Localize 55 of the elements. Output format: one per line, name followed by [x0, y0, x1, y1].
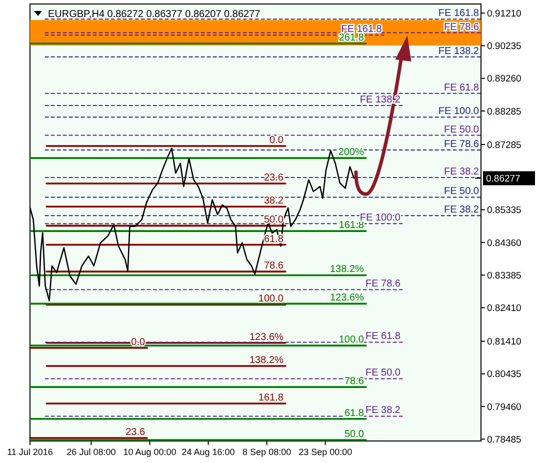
y-tick-label: 0.85335	[487, 205, 522, 216]
annotation: 78.6	[264, 260, 284, 272]
y-tick-label: 0.80435	[487, 369, 522, 380]
y-tick-label: 0.88285	[487, 106, 522, 118]
y-tick-label: 0.91210	[487, 8, 522, 20]
annotation: 50.0	[264, 214, 284, 226]
annotation: FE 50.0	[444, 124, 480, 136]
x-tick-label: 11 Jul 2016	[7, 447, 53, 457]
x-tick-label: 23 Sep 00:00	[298, 447, 352, 457]
y-tick-label: 0.79460	[487, 402, 522, 413]
annotation: FE 38.2	[365, 405, 401, 416]
y-tick-label: 0.82410	[487, 303, 522, 314]
annotation: 100.0	[258, 294, 284, 305]
annotation: 200%	[338, 147, 364, 158]
annotation: 161.8	[338, 220, 364, 232]
annotation: FE 50.0	[365, 368, 401, 379]
annotation: 123.6%	[250, 332, 284, 343]
y-tick-label: 0.81410	[487, 336, 522, 348]
annotation: 38.2	[264, 196, 284, 207]
annotation: FE 138.2	[438, 46, 480, 57]
text: EURGBP,H4 0.86272 0.86377 0.86207 0.86277	[48, 9, 261, 20]
annotation: 0.0	[131, 336, 146, 348]
annotation: 0.0	[270, 134, 284, 146]
y-tick-label: 0.83385	[487, 270, 522, 282]
y-tick-label: 0.78485	[487, 434, 522, 446]
annotation: FE 50.0	[444, 186, 480, 198]
annotation: FE 38.2	[444, 204, 480, 216]
y-tick-label: 0.84360	[487, 238, 522, 249]
x-tick-label: 10 Aug 00:00	[123, 447, 176, 457]
annotation: 23.6	[126, 426, 146, 438]
annotation: 123.6%	[330, 292, 364, 304]
annotation: 138.2%	[330, 264, 364, 276]
annotation: FE 78.6	[444, 139, 480, 150]
annotation: 50.0	[344, 428, 364, 440]
annotation: 261.8	[338, 32, 364, 44]
x-tick-label: 8 Sep 08:00	[242, 447, 292, 457]
annotation: FE 100.0	[438, 106, 480, 118]
annotation: 61.8	[344, 408, 364, 419]
x-tick-label: 24 Aug 16:00	[182, 447, 235, 457]
annotation: FE 78.6	[444, 22, 480, 33]
annotation: 23.6	[264, 172, 284, 184]
x-tick-label: 26 Jul 08:00	[66, 447, 116, 457]
annotation: 161.8	[258, 392, 284, 404]
annotation: 78.6	[344, 376, 364, 388]
annotation: FE 161.8	[438, 8, 480, 20]
annotation: FE 61.8	[365, 331, 401, 342]
annotation: 100.0	[338, 334, 364, 346]
y-tick-label: 0.90235	[487, 41, 522, 52]
ref-line-label: 0.86277	[486, 174, 520, 185]
annotation: FE 38.2	[444, 166, 480, 178]
y-tick-label: 0.89260	[487, 74, 522, 85]
annotation: FE 61.8	[444, 82, 480, 94]
y-tick-label: 0.87285	[487, 140, 522, 151]
annotation: 138.2%	[250, 354, 284, 366]
annotation: FE 78.6	[365, 278, 401, 290]
